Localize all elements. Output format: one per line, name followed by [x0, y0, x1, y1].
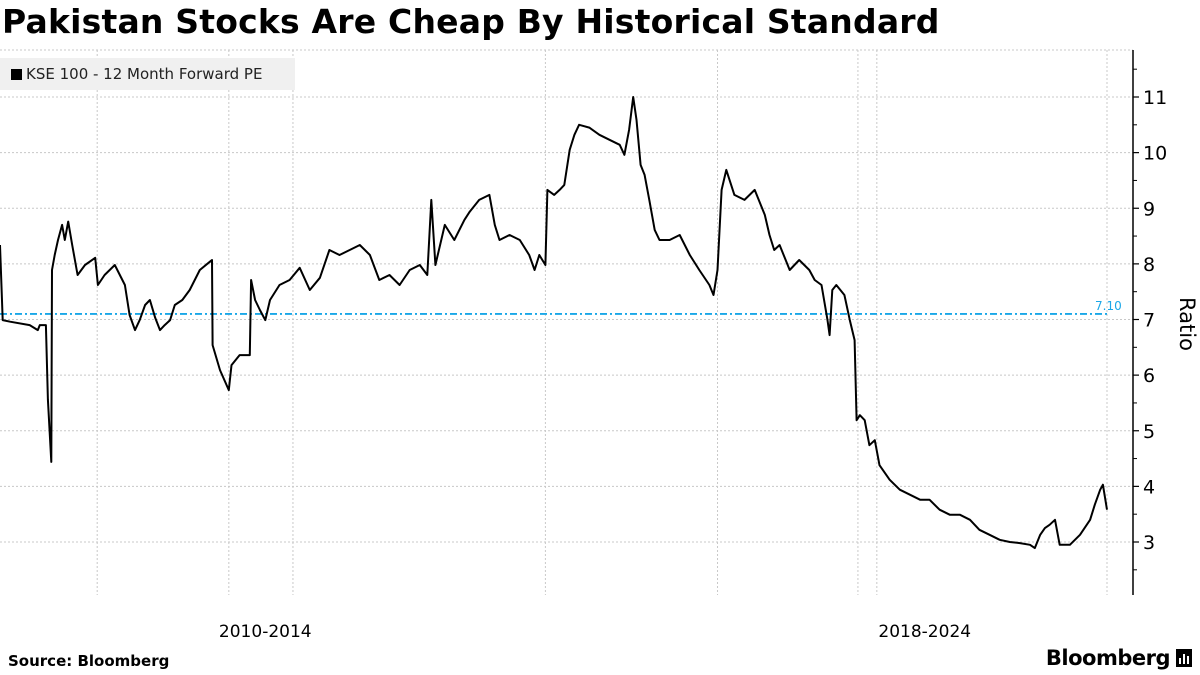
x-tick-label: 2010-2014: [218, 622, 312, 642]
y-tick-label: 7: [1143, 310, 1155, 332]
y-tick-label: 11: [1143, 87, 1167, 109]
y-tick-label: 6: [1143, 365, 1155, 387]
legend-swatch: [11, 68, 22, 80]
series-line: [0, 96, 1108, 550]
y-tick-label: 10: [1143, 143, 1167, 165]
legend: KSE 100 - 12 Month Forward PE: [0, 58, 295, 90]
chart-title: Pakistan Stocks Are Cheap By Historical …: [2, 2, 940, 41]
y-tick-label: 8: [1143, 254, 1155, 276]
y-axis-label: Ratio: [1174, 297, 1199, 351]
legend-label: KSE 100 - 12 Month Forward PE: [26, 65, 263, 83]
y-tick-label: 3: [1143, 532, 1155, 554]
x-tick-label: 2018-2024: [878, 622, 972, 642]
y-tick-label: 4: [1143, 476, 1155, 498]
y-tick-label: 9: [1143, 198, 1155, 220]
bar-chart-icon: [1176, 649, 1192, 667]
y-tick-label: 5: [1143, 421, 1155, 443]
bloomberg-logo: Bloomberg: [1046, 646, 1192, 670]
source-note: Source: Bloomberg: [8, 652, 170, 670]
reference-line-label: 7.10: [1095, 299, 1122, 313]
logo-text: Bloomberg: [1045, 646, 1171, 670]
